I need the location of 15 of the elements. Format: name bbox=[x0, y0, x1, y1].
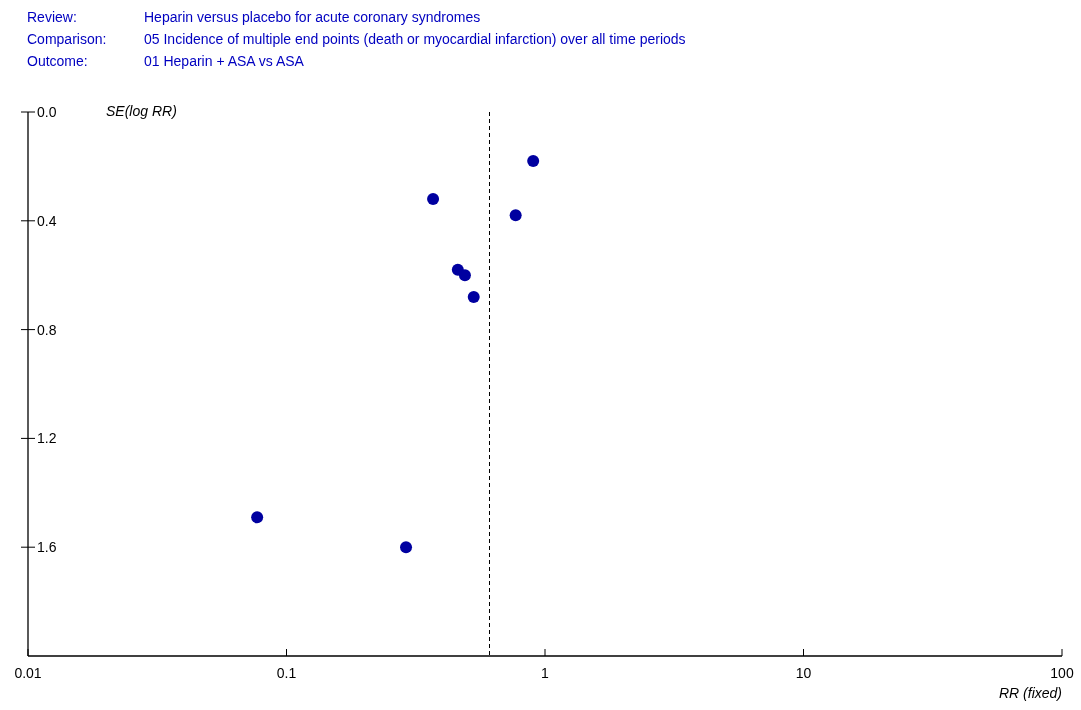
y-tick-label: 0.8 bbox=[37, 321, 57, 338]
text: Review: Heparin versus placebo for acute coronary syndromes bbox=[27, 9, 481, 25]
y-tick-label: 0.4 bbox=[37, 212, 57, 229]
x-axis-title: RR (fixed) bbox=[998, 685, 1062, 701]
x-tick-label: 0.1 bbox=[276, 665, 297, 681]
text: Comparison: 05 Incidence of multiple end points (death or myocardial infarction) over all time periods bbox=[27, 31, 686, 47]
y-tick-label: 0.0 bbox=[37, 103, 57, 120]
x-tick-label: 1 bbox=[541, 665, 550, 681]
y-tick-label: 1.6 bbox=[37, 539, 57, 556]
y-tick-label: 1.2 bbox=[37, 430, 57, 447]
x-tick-label: 10 bbox=[795, 665, 812, 681]
text: Outcome: 01 Heparin + ASA vs ASA bbox=[27, 53, 304, 69]
x-tick-label: 0.01 bbox=[14, 665, 42, 681]
x-tick-label: 100 bbox=[1050, 665, 1074, 681]
y-axis-title: SE(log RR) bbox=[106, 103, 177, 119]
